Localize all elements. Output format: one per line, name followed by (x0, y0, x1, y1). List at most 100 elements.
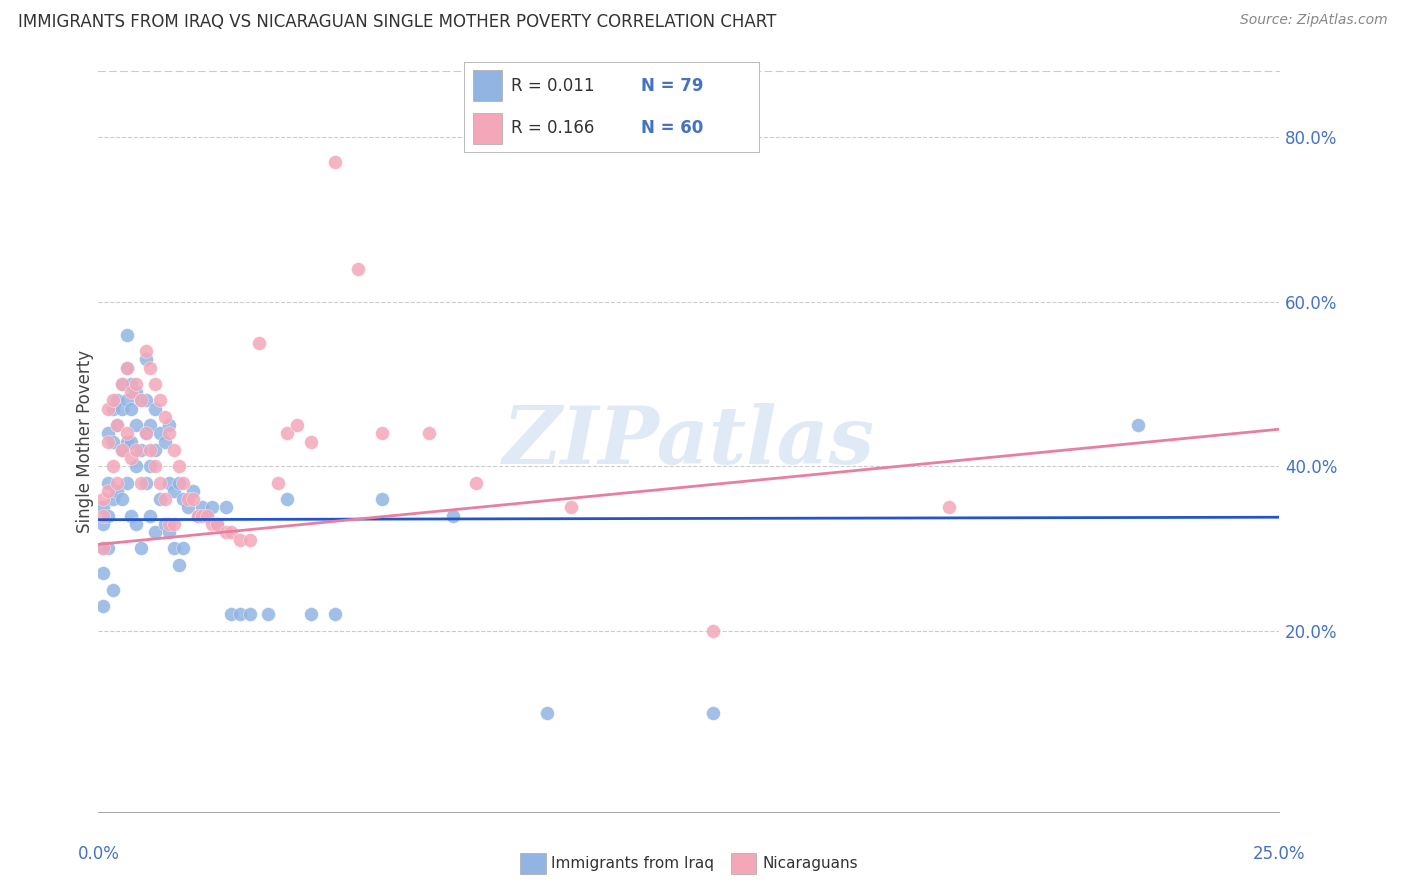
Text: N = 79: N = 79 (641, 77, 703, 95)
Point (536, 706, 558, 720)
Point (149, 475, 172, 490)
Point (135, 344, 157, 359)
FancyBboxPatch shape (472, 70, 502, 101)
Point (97, 434, 120, 449)
Point (560, 500, 582, 515)
Point (163, 483, 186, 498)
Point (229, 607, 252, 622)
Point (105, 418, 128, 433)
Point (135, 475, 157, 490)
Point (323, 154, 346, 169)
Point (101, 434, 124, 449)
Point (195, 508, 218, 523)
Point (219, 524, 242, 539)
Point (115, 360, 138, 375)
Point (135, 426, 157, 441)
Point (121, 401, 143, 416)
Point (101, 401, 124, 416)
Point (201, 516, 224, 531)
Point (125, 516, 148, 531)
Point (121, 376, 143, 391)
Point (115, 327, 138, 342)
Point (153, 409, 176, 424)
Point (121, 450, 143, 465)
Point (129, 541, 152, 556)
Point (191, 508, 214, 523)
Point (163, 541, 186, 556)
Point (139, 459, 162, 474)
Point (101, 459, 124, 474)
Point (181, 483, 204, 498)
Point (187, 508, 209, 523)
Point (115, 360, 138, 375)
Text: Immigrants from Iraq: Immigrants from Iraq (551, 856, 714, 871)
Point (143, 524, 166, 539)
Point (125, 459, 148, 474)
Point (276, 426, 298, 441)
Text: 25.0%: 25.0% (1253, 845, 1306, 863)
Point (139, 418, 162, 433)
Point (441, 508, 464, 523)
Point (167, 558, 190, 572)
Point (201, 500, 224, 515)
Point (121, 508, 143, 523)
Point (215, 500, 238, 515)
Point (129, 393, 152, 408)
Point (125, 442, 148, 457)
Point (97, 508, 120, 523)
Point (121, 434, 143, 449)
Point (371, 492, 394, 507)
Point (149, 426, 172, 441)
Text: ZIPatlas: ZIPatlas (503, 403, 875, 480)
Text: Source: ZipAtlas.com: Source: ZipAtlas.com (1240, 13, 1388, 28)
Point (215, 524, 238, 539)
Point (418, 426, 440, 441)
Point (143, 442, 166, 457)
Point (205, 516, 228, 531)
Point (135, 352, 157, 367)
Point (153, 434, 176, 449)
Point (125, 418, 148, 433)
Point (177, 492, 200, 507)
Point (111, 376, 134, 391)
Point (115, 393, 138, 408)
Text: R = 0.166: R = 0.166 (512, 120, 595, 137)
Point (205, 516, 228, 531)
Point (105, 418, 128, 433)
Point (219, 607, 242, 622)
Point (91, 566, 114, 581)
Point (97, 483, 120, 498)
Point (153, 516, 176, 531)
Point (129, 442, 152, 457)
Point (347, 261, 370, 276)
Point (101, 492, 124, 507)
Point (149, 492, 172, 507)
Point (257, 607, 280, 622)
Point (101, 582, 124, 597)
Point (139, 360, 162, 375)
Point (172, 492, 194, 507)
Point (702, 624, 724, 638)
Text: 0.0%: 0.0% (77, 845, 120, 863)
Point (135, 426, 157, 441)
Point (129, 393, 152, 408)
Point (129, 475, 152, 490)
Point (105, 475, 128, 490)
Point (195, 508, 218, 523)
Point (111, 376, 134, 391)
Point (143, 459, 166, 474)
FancyBboxPatch shape (472, 113, 502, 144)
Point (181, 492, 204, 507)
Point (97, 475, 120, 490)
Point (121, 385, 143, 400)
Point (91, 500, 114, 515)
Point (191, 500, 214, 515)
Point (105, 393, 128, 408)
Point (125, 376, 148, 391)
Point (157, 475, 180, 490)
Point (187, 508, 209, 523)
Point (267, 475, 290, 490)
Point (97, 401, 120, 416)
Point (139, 442, 162, 457)
Point (177, 500, 200, 515)
